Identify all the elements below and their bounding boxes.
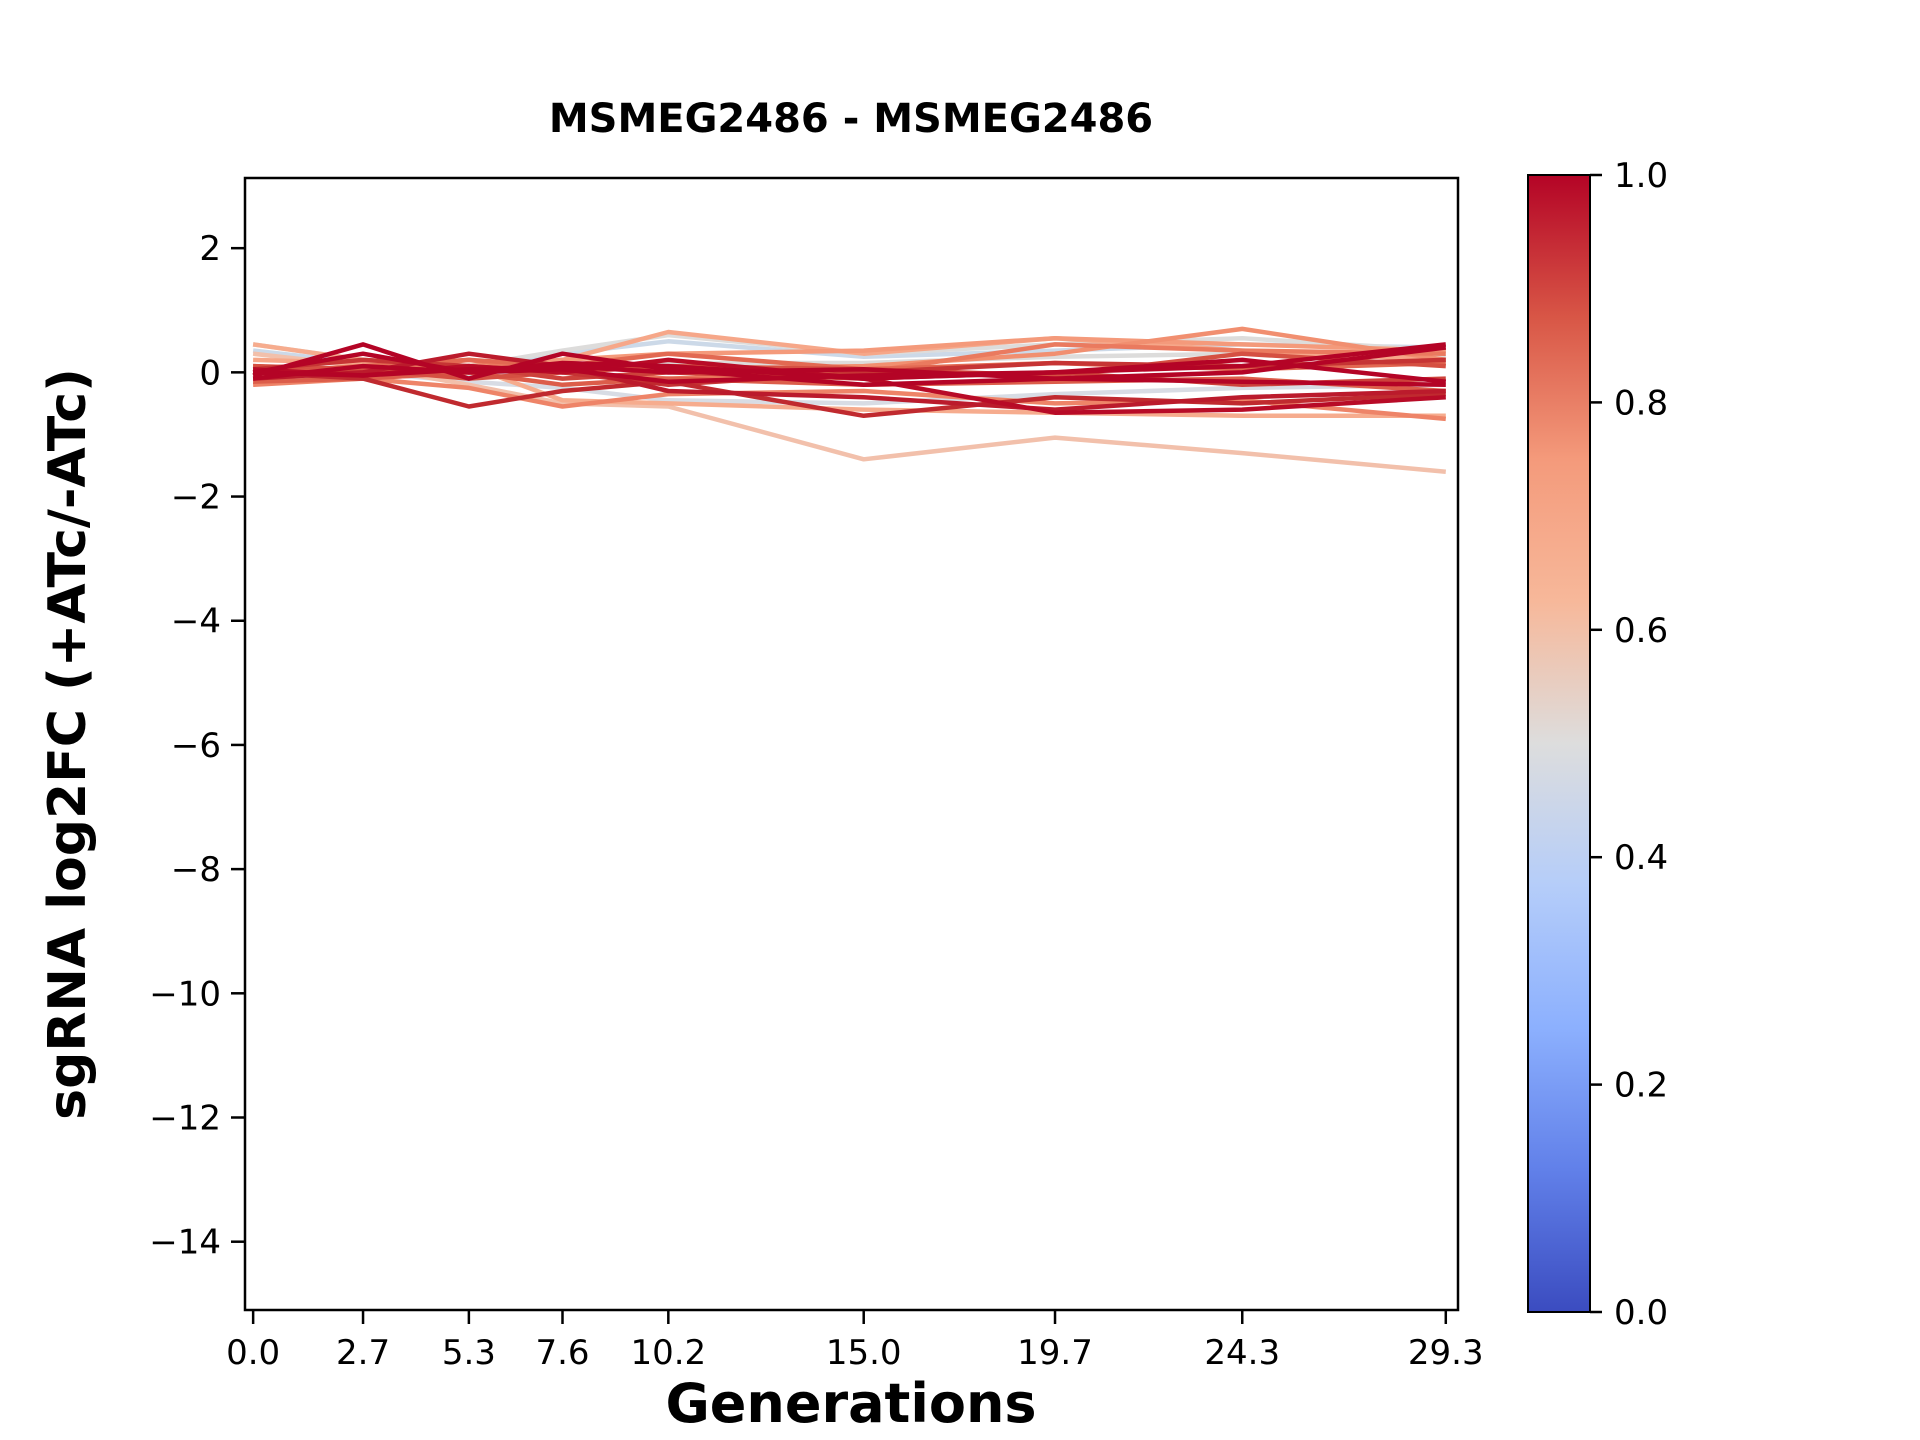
y-tick-label: −8 [171, 850, 221, 890]
y-tick-label: −2 [171, 478, 221, 518]
x-tick-label: 5.3 [442, 1333, 496, 1373]
x-axis-label: Generations [665, 1372, 1036, 1435]
colorbar-tick-label: 0.8 [1614, 383, 1668, 423]
sgrna-trace-sg22 [253, 345, 1447, 381]
y-axis-label: sgRNA log2FC (+ATc/-ATc) [38, 368, 98, 1120]
sgrna-trace-sg20 [252, 342, 1447, 381]
y-tick-label: −12 [149, 1099, 221, 1139]
x-tick-label: 0.0 [226, 1333, 280, 1373]
y-tick-label: −4 [171, 602, 221, 642]
trace-lines-group [252, 326, 1447, 474]
x-tick-label: 29.3 [1408, 1333, 1484, 1373]
y-tick-label: 2 [199, 229, 221, 269]
y-tick-label: −10 [149, 974, 221, 1014]
colorbar-tick-label: 0.2 [1614, 1066, 1668, 1106]
colorbar-frame [1527, 174, 1591, 1313]
x-tick-label: 19.7 [1017, 1333, 1093, 1373]
x-tick-label: 2.7 [336, 1333, 390, 1373]
chart-title: MSMEG2486 - MSMEG2486 [549, 96, 1153, 142]
x-tick-label: 24.3 [1204, 1333, 1280, 1373]
colorbar-tick-label: 0.6 [1614, 611, 1668, 651]
y-tick-label: −14 [149, 1223, 221, 1263]
colorbar-tick-label: 0.0 [1614, 1293, 1668, 1333]
x-tick-label: 10.2 [630, 1333, 706, 1373]
colorbar-tick-label: 1.0 [1614, 156, 1668, 196]
axes-frame [243, 176, 1460, 1312]
colorbar-tick-label: 0.4 [1614, 838, 1668, 878]
x-tick-label: 15.0 [826, 1333, 902, 1373]
colorbar-gradient [1528, 175, 1590, 1312]
sgrna-trace-sg21 [252, 342, 1446, 388]
y-tick-label: −6 [171, 726, 221, 766]
x-tick-label: 7.6 [535, 1333, 589, 1373]
y-tick-label: 0 [199, 353, 221, 393]
sgrna-trace-sg23 [252, 357, 1447, 384]
